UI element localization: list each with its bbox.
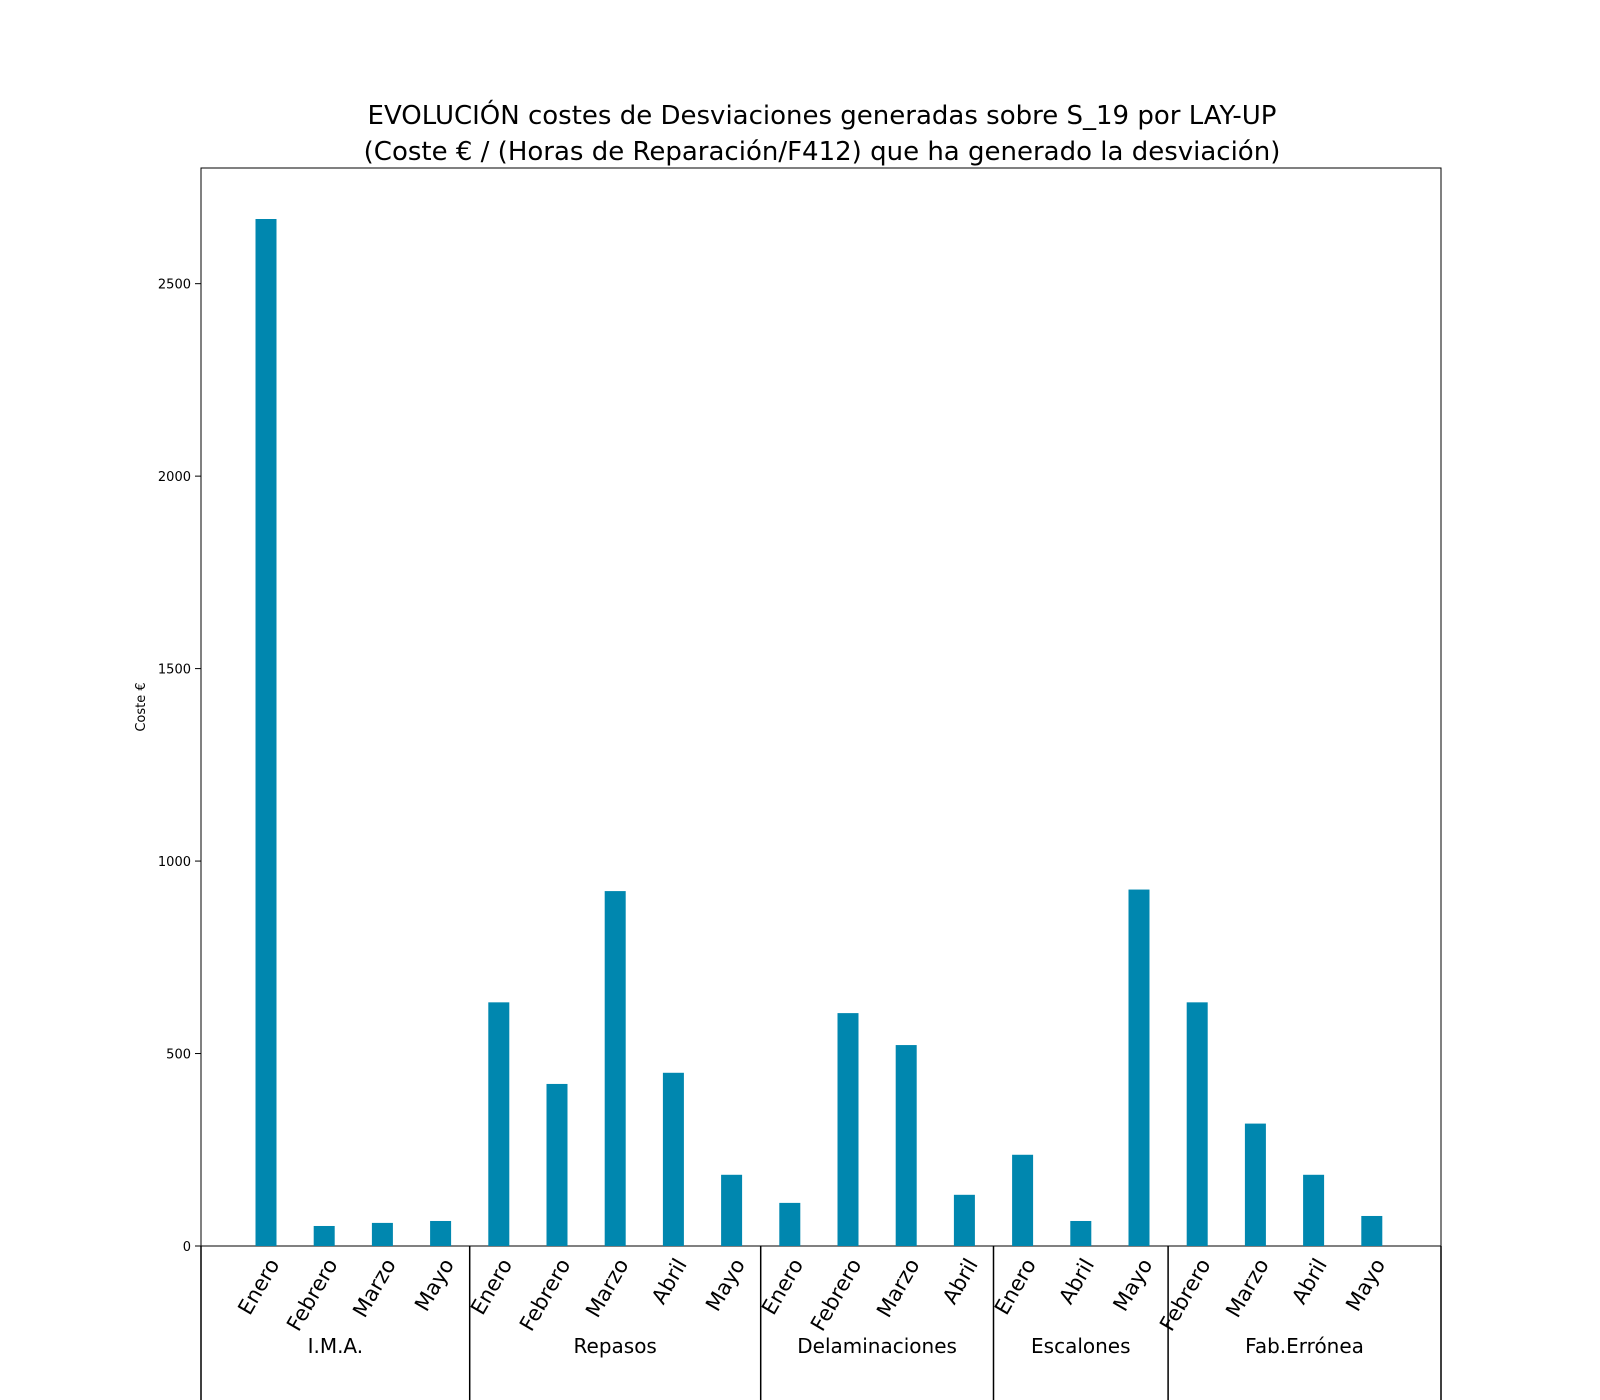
bar [1303, 1174, 1325, 1246]
x-tick-label: Marzo [348, 1255, 401, 1322]
y-tick-label: 2000 [158, 470, 191, 485]
x-tick-label: Febrero [806, 1255, 866, 1336]
y-tick-label: 500 [166, 1048, 191, 1063]
y-tick-label: 0 [183, 1240, 191, 1255]
x-tick-label: Mayo [1108, 1255, 1157, 1316]
bar [1128, 889, 1150, 1246]
bar [1070, 1220, 1092, 1246]
bar [430, 1220, 452, 1246]
bar [488, 1002, 510, 1246]
bar [1361, 1215, 1383, 1246]
chart-title: EVOLUCIÓN costes de Desviaciones generad… [368, 99, 1277, 131]
plot-frame [200, 167, 1442, 1247]
x-tick-label: Febrero [282, 1255, 342, 1336]
bar [313, 1225, 335, 1246]
x-tick-label: Marzo [581, 1255, 634, 1322]
bar [721, 1174, 743, 1246]
y-tick-label: 1500 [158, 663, 191, 678]
group-label: Delaminaciones [797, 1334, 957, 1358]
y-tick-label: 2500 [158, 278, 191, 293]
x-tick-label: Mayo [701, 1255, 750, 1316]
bar [546, 1083, 568, 1246]
x-tick-label: Mayo [1341, 1255, 1390, 1316]
y-axis-ticks: 0 500 1000 1500 2000 2500 [158, 278, 201, 1255]
x-tick-label: Febrero [515, 1255, 575, 1336]
x-tick-label: Mayo [410, 1255, 459, 1316]
group-label: I.M.A. [308, 1334, 364, 1358]
bar [779, 1202, 801, 1246]
x-tick-label: Abril [1287, 1255, 1332, 1309]
bar [1244, 1123, 1266, 1246]
x-tick-label: Marzo [872, 1255, 925, 1322]
x-tick-label: Marzo [1221, 1255, 1274, 1322]
bar [371, 1222, 393, 1246]
group-label: Repasos [574, 1334, 657, 1358]
bar [604, 891, 626, 1246]
bar [255, 219, 277, 1246]
x-tick-label: Abril [1054, 1255, 1099, 1309]
bar [953, 1194, 975, 1246]
chart-subtitle: (Coste € / (Horas de Reparación/F412) qu… [364, 137, 1281, 167]
group-label: Escalones [1031, 1334, 1131, 1358]
bar [662, 1072, 684, 1246]
x-tick-label: Enero [757, 1255, 808, 1319]
x-tick-label: Febrero [1155, 1255, 1215, 1336]
bar [1186, 1002, 1208, 1246]
x-tick-label: Enero [990, 1255, 1041, 1319]
group-label: Fab.Errónea [1245, 1334, 1364, 1358]
bars [255, 219, 1383, 1246]
x-tick-label: Enero [466, 1255, 517, 1319]
y-tick-label: 1000 [158, 855, 191, 870]
x-tick-label: Abril [647, 1255, 692, 1309]
bar [1012, 1154, 1034, 1246]
bar [895, 1045, 917, 1246]
group-axis: I.M.A. Repasos Delaminaciones Escalones Fab.… [200, 1246, 1442, 1400]
y-axis-label: Coste € [134, 682, 149, 731]
x-tick-label: Enero [233, 1255, 284, 1319]
bar [837, 1013, 859, 1246]
x-tick-label: Abril [938, 1255, 983, 1309]
